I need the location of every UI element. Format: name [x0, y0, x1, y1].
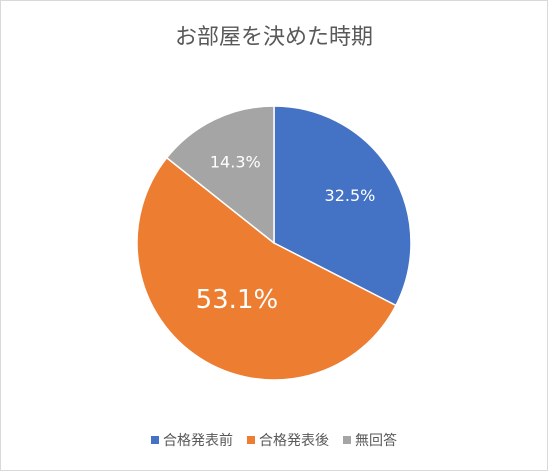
pie-slice — [165, 105, 275, 245]
legend-label: 合格発表前 — [163, 432, 233, 449]
legend-label: 合格発表後 — [259, 433, 329, 449]
pie-slice — [136, 156, 397, 381]
data-label: 14.3% — [210, 152, 261, 171]
legend-swatch — [151, 436, 159, 444]
data-label: 32.5% — [325, 186, 376, 205]
legend-swatch — [247, 436, 255, 444]
legend-swatch — [343, 436, 351, 444]
legend-label: 無回答 — [355, 432, 397, 449]
data-label: 53.1% — [196, 285, 279, 315]
pie-slice — [273, 105, 412, 307]
chart-title: お部屋を決めた時期 — [175, 25, 373, 50]
